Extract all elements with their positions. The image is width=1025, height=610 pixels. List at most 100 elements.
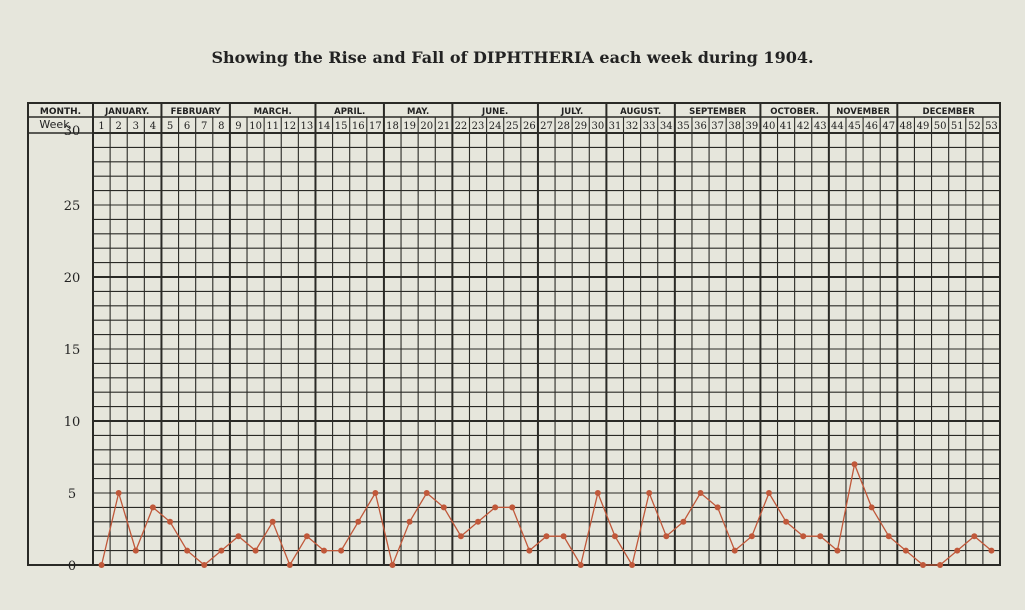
week-tick-label: 43 [814,121,827,132]
y-tick-label: 20 [64,271,81,286]
week-tick-label: 21 [437,121,450,132]
week-tick-label: 25 [506,121,519,132]
week-tick-label: 48 [900,121,913,132]
data-point [594,490,601,496]
month-label: JUNE. [481,107,508,117]
week-tick-label: 19 [403,121,416,132]
week-tick-label: 39 [745,121,758,132]
data-point [406,518,413,525]
data-point [98,562,105,568]
week-header-label: Week [39,118,70,131]
data-point [885,533,892,540]
week-tick-label: 37 [711,121,724,132]
week-tick-label: 6 [184,121,190,132]
data-point [201,562,208,568]
y-tick-label: 0 [68,559,76,574]
month-label: JANUARY. [104,107,149,117]
data-point [783,518,790,525]
data-point [509,504,516,511]
data-point [389,562,396,568]
data-point [252,547,259,554]
week-tick-label: 53 [985,121,998,132]
week-tick-label: 23 [472,121,485,132]
data-point [919,562,926,568]
week-tick-label: 32 [626,121,639,132]
data-point [457,533,464,540]
week-tick-label: 28 [557,121,570,132]
week-tick-label: 4 [150,121,156,132]
data-point [372,490,379,496]
data-point [663,533,670,540]
week-tick-label: 16 [352,121,365,132]
data-point [269,518,276,525]
data-point [714,504,721,511]
data-point [423,490,430,496]
y-tick-label: 10 [64,415,81,430]
week-tick-label: 50 [934,121,947,132]
data-point [902,547,909,554]
month-label: FEBRUARY [171,107,222,117]
week-tick-label: 46 [865,121,878,132]
data-point [338,547,345,554]
data-point [971,533,978,540]
week-tick-label: 41 [780,121,793,132]
week-tick-label: 47 [882,121,895,132]
month-label: OCTOBER. [770,107,819,117]
y-tick-label: 25 [64,199,81,214]
series-line [100,461,992,568]
month-label: SEPTEMBER [689,107,747,117]
week-tick-label: 15 [335,121,348,132]
data-point [765,490,772,496]
week-tick-label: 45 [848,121,861,132]
month-label: APRIL. [334,107,365,117]
week-tick-label: 30 [591,121,604,132]
week-tick-label: 27 [540,121,553,132]
month-label: NOVEMBER [836,107,890,117]
data-point [492,504,499,511]
week-tick-label: 26 [523,121,536,132]
week-tick-label: 49 [917,121,930,132]
data-point [697,490,704,496]
data-point [355,518,362,525]
week-tick-label: 22 [455,121,468,132]
month-header-label: MONTH. [40,107,81,117]
week-tick-label: 35 [677,121,690,132]
data-point [543,533,550,540]
week-tick-label: 12 [283,121,296,132]
data-point [184,547,191,554]
month-label: JULY. [560,107,583,117]
week-tick-label: 14 [318,121,331,132]
month-label: MARCH. [254,107,292,117]
data-point [988,547,995,554]
data-point [286,562,293,568]
week-tick-label: 5 [167,121,173,132]
data-point [560,533,567,540]
data-point [834,547,841,554]
week-tick-label: 34 [660,121,673,132]
week-tick-label: 1 [98,121,104,132]
week-tick-label: 40 [763,121,776,132]
week-tick-label: 9 [235,121,241,132]
data-point [149,504,156,511]
data-point [611,533,618,540]
week-tick-label: 36 [694,121,707,132]
data-point [868,504,875,511]
week-tick-label: 29 [574,121,587,132]
week-tick-label: 51 [951,121,964,132]
week-tick-label: 31 [609,121,622,132]
data-point [851,461,858,468]
chart-frame [27,102,1001,566]
data-point [132,547,139,554]
data-point [440,504,447,511]
data-point [218,547,225,554]
week-tick-label: 10 [249,121,262,132]
week-tick-label: 38 [728,121,741,132]
data-point [235,533,242,540]
week-tick-label: 44 [831,121,844,132]
data-point [646,490,653,496]
week-tick-label: 24 [489,121,502,132]
week-tick-label: 20 [420,121,433,132]
data-point [629,562,636,568]
data-point [167,518,174,525]
week-tick-label: 17 [369,121,382,132]
